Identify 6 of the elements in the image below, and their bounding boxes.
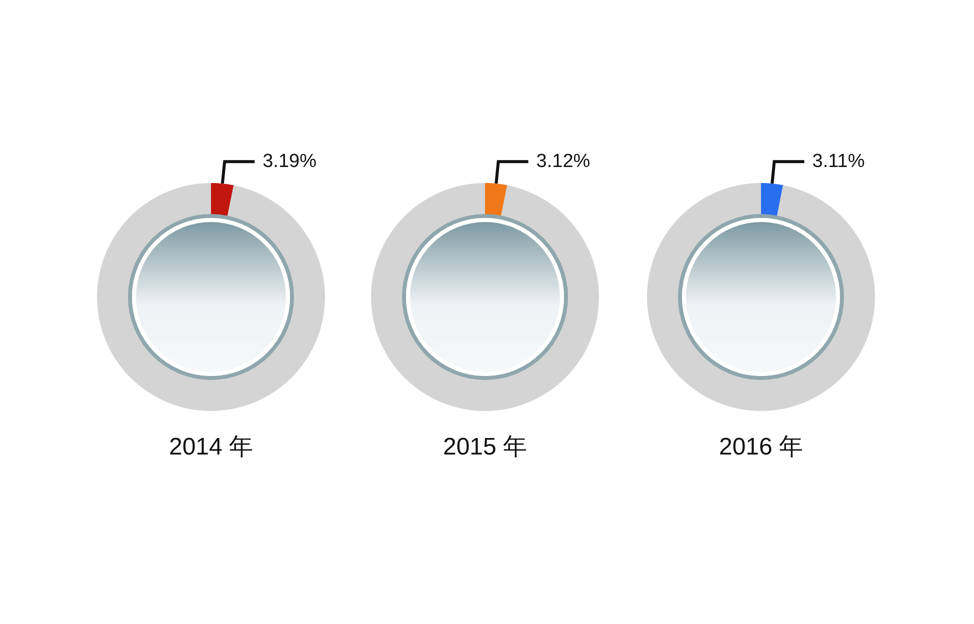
text: 2016 年	[718, 434, 804, 460]
text: 2014 年	[168, 434, 254, 460]
data-label: 3.19%	[262, 151, 317, 172]
text: 2015 年	[442, 434, 528, 460]
data-label: 3.11%	[812, 151, 865, 172]
data-label: 3.12%	[536, 151, 590, 172]
